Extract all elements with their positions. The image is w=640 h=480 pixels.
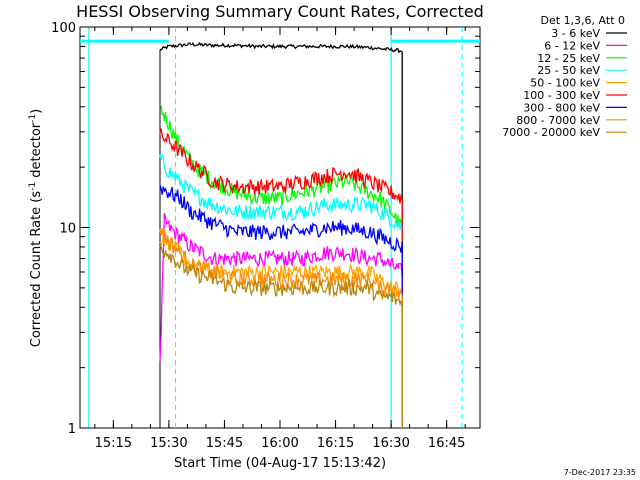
x-tick-label-5: 16:30	[372, 436, 409, 451]
x-tick-label-1: 15:30	[150, 436, 187, 451]
y-axis-label-tail: detector	[29, 122, 44, 182]
y-axis-label-sup2: -1	[28, 114, 38, 123]
y-axis-label: Corrected Count Rate (s-1 detector-1)	[28, 109, 44, 347]
legend-label-4: 50 - 100 keV	[530, 77, 600, 90]
x-tick-label-0: 15:15	[95, 436, 132, 451]
y-axis-label-main: Corrected Count Rate (s	[29, 191, 44, 348]
y-axis-label-sup1: -1	[28, 182, 38, 191]
legend-label-5: 100 - 300 keV	[523, 89, 600, 102]
x-tick-label-6: 16:45	[428, 436, 465, 451]
series-line-1	[159, 213, 403, 428]
legend-label-2: 12 - 25 keV	[537, 52, 600, 65]
y-axis-label-end: )	[29, 109, 44, 114]
axes-group: 15:15 15:30 15:45 16:00 16:15 16:30 16:45 1 10 10…	[51, 21, 480, 451]
x-tick-label-4: 16:15	[317, 436, 354, 451]
legend-label-8: 7000 - 20000 keV	[502, 126, 600, 139]
x-tick-label-3: 16:00	[261, 436, 298, 451]
series-line-3	[159, 152, 403, 428]
legend-header: Det 1,3,6, Att 0	[541, 14, 625, 27]
series-group	[159, 41, 403, 428]
footer-timestamp: 7-Dec-2017 23:35	[564, 468, 636, 477]
x-axis-label: Start Time (04-Aug-17 15:13:42)	[174, 456, 386, 471]
chart-title: HESSI Observing Summary Count Rates, Cor…	[76, 2, 484, 21]
x-tick-label-2: 15:45	[206, 436, 243, 451]
y-tick-label-0: 1	[68, 422, 76, 437]
legend-label-7: 800 - 7000 keV	[516, 114, 600, 127]
y-tick-label-2: 100	[51, 21, 76, 36]
series-line-2	[159, 104, 403, 428]
series-line-0	[159, 41, 403, 428]
legend-label-0: 3 - 6 keV	[551, 27, 600, 40]
y-tick-label-1: 10	[59, 222, 76, 237]
legend-label-3: 25 - 50 keV	[537, 64, 600, 77]
series-line-6	[159, 184, 403, 428]
series-line-5	[159, 128, 403, 428]
legend-label-1: 6 - 12 keV	[544, 39, 600, 52]
legend-label-6: 300 - 800 keV	[523, 101, 600, 114]
series-line-8	[159, 245, 403, 428]
